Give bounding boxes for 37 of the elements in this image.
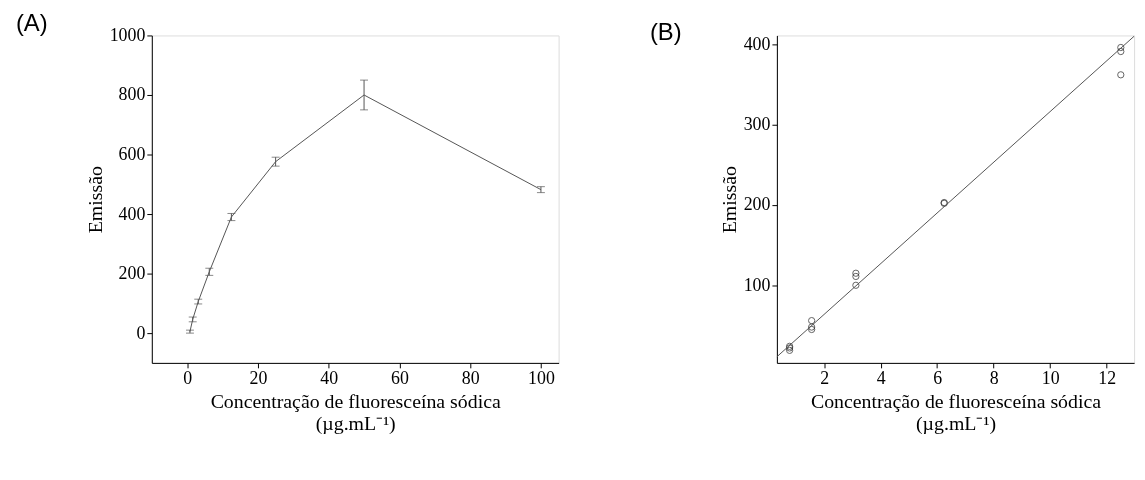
point <box>808 325 816 334</box>
x-tick-label: 8 <box>989 368 999 389</box>
point <box>808 323 816 331</box>
chart-title: (B) <box>649 18 682 46</box>
x-tick-label: 4 <box>876 368 886 389</box>
y-tick-label: 800 <box>118 84 146 105</box>
x-tick-label: 100 <box>528 368 555 389</box>
x-tick-label: 20 <box>249 368 268 389</box>
y-tick-label: 200 <box>118 263 146 284</box>
point <box>1117 47 1125 56</box>
y-tick-label: 100 <box>743 274 771 295</box>
x-tick-label: 60 <box>391 368 409 389</box>
x-tick-label: 0 <box>183 368 193 389</box>
point <box>1117 43 1125 52</box>
point <box>852 269 860 277</box>
y-axis-title: Emissão <box>83 165 106 234</box>
x-tick-label: 10 <box>1041 368 1060 389</box>
x-tick-label: 6 <box>933 368 943 389</box>
x-axis-title: Concentração de fluoresceína sódica (µg.mL⁻¹) <box>810 390 1102 435</box>
x-tick-label: 40 <box>320 368 339 389</box>
y-tick-label: 400 <box>743 33 771 54</box>
x-tick-label: 2 <box>820 368 830 389</box>
y-tick-label: 400 <box>118 203 146 224</box>
y-tick-label: 200 <box>743 194 771 215</box>
y-tick-label: 1000 <box>109 24 146 45</box>
chart-title: (A) <box>15 9 48 37</box>
point <box>808 317 816 325</box>
y-tick-label: 300 <box>743 114 771 135</box>
x-tick-label: 12 <box>1098 368 1117 389</box>
y-axis-title: Emissão <box>717 165 740 234</box>
point <box>852 281 860 289</box>
point <box>852 272 860 281</box>
x-tick-label: 80 <box>461 368 480 389</box>
x-axis-title: Concentração de fluoresceína sódica (µg.mL⁻¹) <box>210 390 501 435</box>
point <box>1117 71 1125 79</box>
y-tick-label: 600 <box>118 143 146 164</box>
y-tick-label: 0 <box>136 322 146 343</box>
